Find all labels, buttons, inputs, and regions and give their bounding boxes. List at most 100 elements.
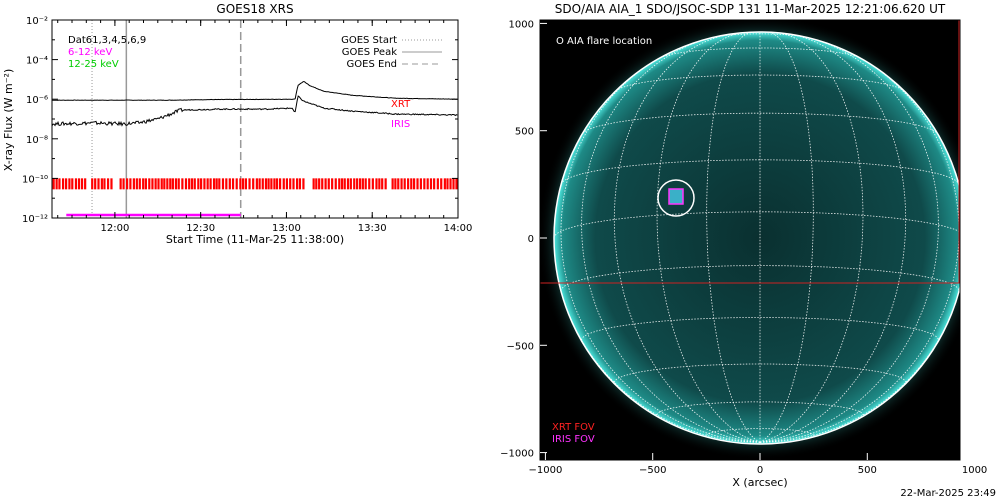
x-tick-label: 13:30 bbox=[358, 223, 387, 234]
xrt-coverage-mark bbox=[403, 178, 406, 190]
xrt-coverage-mark bbox=[52, 178, 55, 190]
xrt-coverage-mark bbox=[449, 178, 452, 190]
xrt-coverage-mark bbox=[400, 178, 403, 190]
x-tick-label: 14:00 bbox=[444, 223, 473, 234]
xrt-coverage-mark bbox=[334, 178, 337, 190]
legend-goes-peak: GOES Peak bbox=[342, 47, 397, 58]
xrt-coverage-mark bbox=[106, 178, 110, 190]
xrt-coverage-mark bbox=[264, 178, 268, 190]
longitude-line bbox=[706, 32, 761, 443]
xrt-coverage-mark bbox=[193, 178, 196, 190]
xrt-coverage-mark bbox=[358, 178, 362, 190]
legend-goes-start: GOES Start bbox=[341, 35, 397, 46]
xrt-coverage-mark bbox=[91, 178, 94, 190]
xrt-coverage-mark bbox=[340, 178, 344, 190]
xrt-coverage-mark bbox=[452, 178, 455, 190]
xrt-coverage-mark bbox=[174, 178, 178, 190]
xrt-coverage-mark bbox=[423, 178, 426, 190]
xrt-coverage-mark bbox=[275, 178, 279, 190]
xrt-coverage-mark bbox=[378, 178, 381, 190]
xrt-coverage-mark bbox=[71, 178, 74, 190]
aia-y-tick-label: 1000 bbox=[509, 19, 534, 30]
flare-location-circle bbox=[657, 179, 695, 217]
y-tick-label: 10⁻⁴ bbox=[26, 56, 48, 67]
xrt-coverage-mark bbox=[132, 178, 135, 190]
xrt-coverage-mark bbox=[209, 178, 212, 190]
aia-xrt-fov-label: XRT FOV bbox=[552, 422, 595, 433]
xrt-coverage-mark bbox=[419, 178, 422, 190]
xrt-coverage-mark bbox=[225, 178, 228, 190]
xrt-coverage-mark bbox=[258, 178, 261, 190]
xrt-coverage-mark bbox=[278, 178, 282, 190]
xrt-coverage-mark bbox=[157, 178, 160, 190]
sun-disk bbox=[554, 32, 960, 444]
aia-x-tick-label: −500 bbox=[639, 465, 666, 476]
xrt-coverage-mark bbox=[74, 178, 78, 190]
xrt-coverage-mark bbox=[171, 178, 174, 190]
longitude-line bbox=[560, 54, 761, 443]
xrt-coverage-mark bbox=[103, 178, 106, 190]
xrt-coverage-mark bbox=[356, 178, 359, 190]
xrt-coverage-mark bbox=[416, 178, 419, 190]
goes-band-low: 6-12 keV bbox=[68, 47, 112, 58]
xrt-coverage-mark bbox=[97, 178, 100, 190]
xrt-coverage-mark bbox=[267, 178, 270, 190]
xrt-coverage-mark bbox=[426, 178, 429, 190]
xrt-coverage-mark bbox=[190, 178, 194, 190]
xrt-coverage-mark bbox=[122, 178, 125, 190]
xrt-coverage-mark bbox=[282, 178, 285, 190]
xrt-coverage-mark bbox=[353, 178, 356, 190]
xrt-coverage-mark bbox=[58, 178, 61, 190]
xrt-coverage-mark bbox=[346, 178, 350, 190]
xrt-coverage-mark bbox=[368, 178, 371, 190]
xrt-coverage-mark bbox=[252, 178, 255, 190]
y-tick-label: 10⁻⁸ bbox=[26, 135, 48, 146]
x-tick-label: 13:00 bbox=[272, 223, 301, 234]
xrt-coverage-mark bbox=[433, 178, 436, 190]
aia-y-tick-label: −1000 bbox=[500, 449, 534, 460]
aia-x-tick-label: 500 bbox=[858, 465, 877, 476]
xrt-coverage-mark bbox=[391, 178, 394, 190]
xrt-coverage-mark bbox=[244, 178, 248, 190]
aia-image bbox=[540, 20, 960, 460]
xrt-coverage-mark bbox=[429, 178, 433, 190]
xrt-coverage-mark bbox=[177, 178, 180, 190]
xrt-coverage-mark bbox=[61, 178, 65, 190]
xrt-coverage-mark bbox=[270, 178, 273, 190]
xrt-coverage-mark bbox=[197, 178, 200, 190]
xrt-coverage-mark bbox=[375, 178, 378, 190]
latitude-line bbox=[706, 428, 814, 436]
xrt-coverage-mark bbox=[440, 178, 443, 190]
xrt-coverage-mark bbox=[231, 178, 235, 190]
xrt-coverage-mark bbox=[163, 178, 166, 190]
xrt-coverage-mark bbox=[248, 178, 251, 190]
xrt-coverage-mark bbox=[349, 178, 352, 190]
xrt-coverage-mark bbox=[295, 178, 299, 190]
aia-xlabel: X (arcsec) bbox=[732, 476, 787, 489]
xrt-coverage-mark bbox=[129, 178, 132, 190]
aia-flare-label: O AIA flare location bbox=[556, 36, 652, 47]
xrt-coverage-mark bbox=[151, 178, 154, 190]
aia-y-tick-label: −500 bbox=[507, 341, 534, 352]
xrt-coverage-mark bbox=[142, 178, 145, 190]
aia-x-tick-label: 0 bbox=[757, 465, 763, 476]
latitude-line bbox=[554, 211, 960, 239]
x-tick-label: 12:30 bbox=[186, 223, 215, 234]
xrt-coverage-mark bbox=[397, 178, 400, 190]
x-tick-label: 12:00 bbox=[100, 223, 129, 234]
goes-xlabel: Start Time (11-Mar-25 11:38:00) bbox=[166, 233, 344, 246]
longitude-line bbox=[759, 32, 864, 443]
goes-xrt-label: XRT bbox=[391, 99, 411, 110]
aia-y-tick-label: 500 bbox=[515, 127, 534, 138]
xrt-coverage-mark bbox=[154, 178, 157, 190]
xrt-coverage-mark bbox=[126, 178, 129, 190]
xrt-coverage-mark bbox=[77, 178, 81, 190]
xrt-coverage-mark bbox=[84, 178, 87, 190]
xrt-coverage-mark bbox=[169, 178, 172, 190]
goes-legend: GOES Start GOES Peak GOES End bbox=[341, 35, 442, 70]
xrt-coverage-mark bbox=[212, 178, 216, 190]
aia-axes: −1000 −500 0 500 1000 −1000 −500 0 500 1000 bbox=[500, 19, 987, 476]
xrt-coverage-mark bbox=[410, 178, 413, 190]
xrt-coverage-mark bbox=[166, 178, 169, 190]
